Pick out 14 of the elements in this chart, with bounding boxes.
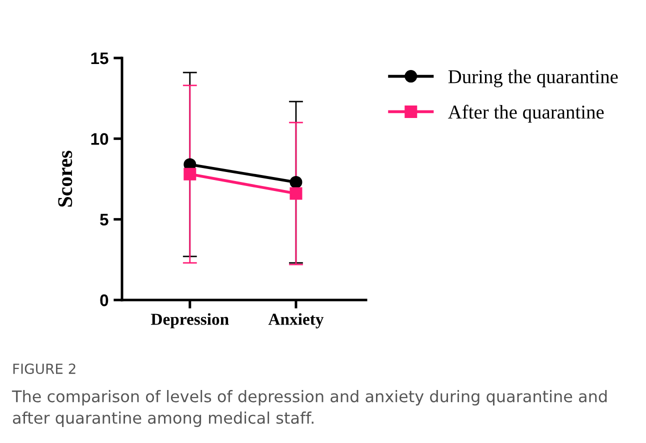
y-axis-title: Scores bbox=[58, 150, 72, 207]
y-tick-label: 10 bbox=[91, 133, 108, 145]
y-tick-label: 5 bbox=[100, 214, 108, 226]
text: The comparison of levels of depression and anxiety during quarantine and after quarantine among medical staff. bbox=[12, 390, 607, 427]
point bbox=[290, 187, 302, 200]
x-tick-label: Depression bbox=[150, 313, 229, 328]
y-tick-label: 0 bbox=[100, 294, 108, 306]
x-tick-label: Anxiety bbox=[268, 313, 324, 328]
point bbox=[290, 176, 302, 188]
legend-label: After the quarantine bbox=[448, 104, 604, 123]
legend-label: During the quarantine bbox=[448, 70, 618, 88]
y-tick-label: 15 bbox=[91, 52, 108, 64]
caption: FIGURE 2 bbox=[13, 364, 76, 374]
point bbox=[184, 168, 196, 180]
